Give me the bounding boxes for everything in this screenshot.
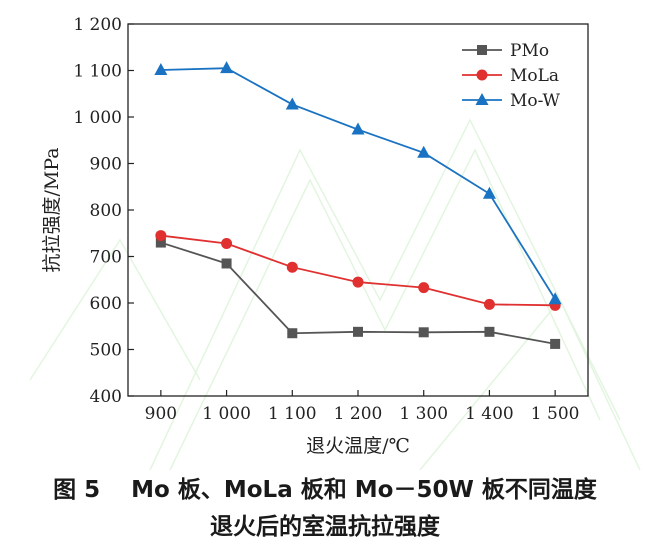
x-tick-label: 900	[145, 404, 177, 424]
legend-item-mola: MoLa	[462, 66, 559, 86]
data-point-pmo	[287, 328, 298, 339]
legend-label: Mo-W	[510, 91, 560, 111]
data-point-pmo	[550, 338, 561, 349]
y-tick-label: 1 200	[73, 15, 122, 35]
data-point-mola	[221, 237, 233, 249]
legend-item-mo-w: Mo-W	[462, 91, 560, 111]
legend-marker	[476, 69, 488, 81]
series	[154, 61, 562, 349]
data-point-pmo	[418, 327, 429, 338]
legend-marker	[477, 45, 487, 55]
y-tick-label: 1 000	[73, 108, 122, 128]
y-tick-label: 700	[90, 248, 122, 268]
y-axis-label: 抗拉强度/MPa	[41, 147, 63, 272]
figure-caption-line-1: 图 5 Mo 板、MoLa 板和 Mo－50W 板不同温度	[53, 477, 597, 503]
data-point-mo-w	[154, 63, 168, 76]
data-point-pmo	[484, 326, 495, 337]
x-tick-label: 1 200	[334, 404, 383, 424]
y-tick-label: 800	[90, 201, 122, 221]
series-line-mo-w	[160, 67, 556, 300]
data-point-pmo	[221, 258, 232, 269]
chart: 400 500 600 700 800 900 1 000 1 100 1 200 900 1 00…	[41, 15, 589, 457]
data-point-mo-w	[220, 61, 234, 74]
data-point-mola	[352, 276, 364, 288]
legend: PMo MoLa Mo-W	[462, 41, 560, 111]
series-line-mola	[160, 234, 556, 307]
y-tick-label: 400	[90, 387, 122, 407]
data-point-mo-w	[482, 186, 496, 199]
y-tick-label: 500	[90, 341, 122, 361]
legend-label: MoLa	[510, 66, 559, 86]
data-point-mola	[286, 261, 298, 273]
data-point-pmo	[155, 237, 166, 248]
data-point-mo-w	[285, 97, 299, 110]
series-mo-w	[154, 61, 562, 305]
x-tick-label: 1 300	[399, 404, 448, 424]
y-tick-label: 900	[90, 155, 122, 175]
series-pmo	[155, 237, 561, 349]
legend-item-pmo: PMo	[462, 41, 549, 61]
data-point-mo-w	[417, 145, 431, 158]
legend-label: PMo	[510, 41, 549, 61]
data-point-mola	[418, 282, 430, 294]
x-tick-label: 1 400	[465, 404, 514, 424]
legend-marker	[475, 93, 489, 105]
y-tick-label: 1 100	[73, 62, 122, 82]
x-tick-label: 1 500	[531, 404, 580, 424]
x-axis-label: 退火温度/℃	[306, 435, 410, 457]
series-mola	[155, 230, 561, 311]
data-point-mola	[155, 230, 167, 242]
data-point-mola	[483, 298, 495, 310]
y-tick-label: 600	[90, 294, 122, 314]
data-point-mo-w	[548, 292, 562, 305]
data-point-pmo	[353, 326, 363, 337]
x-tick-label: 1 000	[202, 404, 251, 424]
figure-caption-line-2: 退火后的室温抗拉强度	[210, 514, 440, 540]
x-tick-label: 1 100	[268, 404, 317, 424]
data-point-mo-w	[351, 122, 365, 135]
ticks: 400 500 600 700 800 900 1 000 1 100 1 200 900 1 00…	[73, 15, 579, 424]
